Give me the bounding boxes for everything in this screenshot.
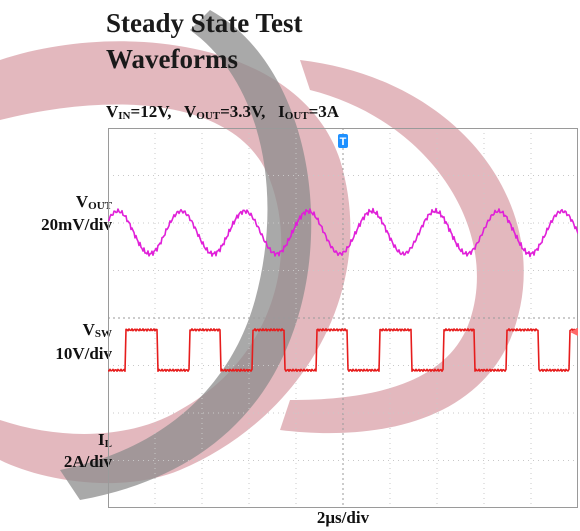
- trigger-marker: T: [338, 134, 348, 148]
- iout-value: =3A: [308, 102, 340, 121]
- trace-vsw: [108, 328, 578, 372]
- vsw-subscript: SW: [94, 328, 112, 340]
- chart-title-line1: Steady State Test: [106, 8, 303, 38]
- vout-symbol: V: [75, 192, 89, 211]
- vout-cond-subscript: OUT: [196, 110, 221, 122]
- vsw-symbol: V: [82, 320, 95, 339]
- vout-subscript: OUT: [88, 200, 112, 212]
- grid-border: [108, 128, 578, 508]
- vout-cond-value: =3.3V,: [220, 102, 266, 121]
- vin-symbol: V: [106, 102, 119, 121]
- vout-label: VOUT: [76, 192, 112, 216]
- il-scale-label: 2A/div: [63, 452, 112, 471]
- trigger-marker-label: T: [340, 136, 347, 148]
- scope-traces: [108, 207, 578, 372]
- trace-vout: [108, 207, 578, 258]
- vin-subscript: IN: [118, 110, 131, 122]
- oscilloscope-plot: T: [108, 128, 578, 508]
- x-scale-label: 2μs/div: [316, 508, 370, 527]
- iout-subscript: OUT: [284, 110, 309, 122]
- vin-value: =12V,: [130, 102, 172, 121]
- il-symbol: I: [98, 430, 105, 449]
- vout-scale-label: 20mV/div: [41, 215, 112, 234]
- test-conditions: VIN=12V, VOUT=3.3V, IOUT=3A: [106, 102, 339, 122]
- iout-symbol: I: [278, 102, 285, 121]
- chart-title-line2: Waveforms: [106, 44, 238, 74]
- vsw-label: VSW: [83, 320, 112, 344]
- scope-grid: [108, 128, 578, 508]
- vout-cond-symbol: V: [184, 102, 197, 121]
- vsw-ground-marker-icon: [570, 328, 578, 336]
- vsw-scale-label: 10V/div: [55, 344, 112, 363]
